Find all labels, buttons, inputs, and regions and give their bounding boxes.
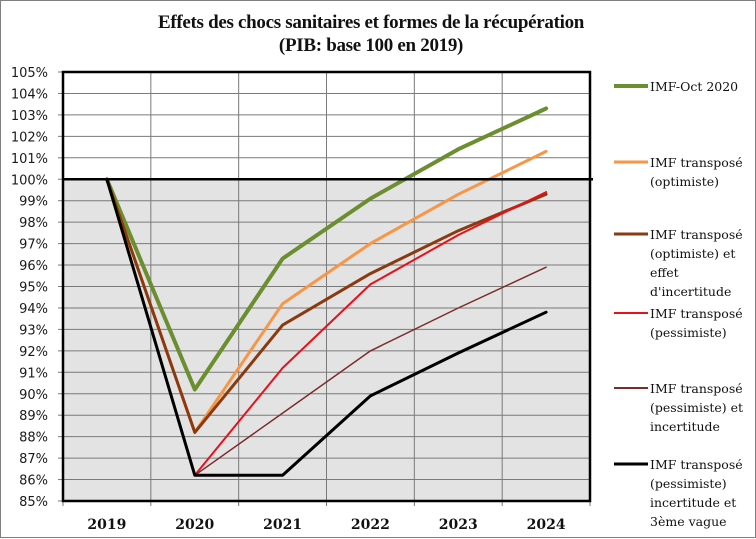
- legend-label: (pessimiste) et: [650, 400, 743, 415]
- plot-border: [61, 70, 593, 503]
- legend-label: d'incertitude: [650, 284, 731, 299]
- y-tick-label: 97%: [19, 238, 48, 253]
- legend-label: incertitude et: [650, 495, 736, 510]
- x-tick-label: 2020: [175, 517, 214, 533]
- legend-label: 3ème vague: [650, 514, 727, 529]
- y-tick-label: 93%: [19, 323, 48, 338]
- chart-subtitle: (PIB: base 100 en 2019): [278, 35, 464, 56]
- y-tick-label: 103%: [11, 109, 48, 124]
- legend-label: (pessimiste): [650, 476, 727, 491]
- legend-label: IMF transposé: [650, 306, 743, 321]
- y-axis: 105% 104% 103% 102% 101% 100% 99% 98% 97% 96% 95% 9…: [11, 66, 63, 510]
- chart-title-line1: Effets des chocs sanitaires et formes de…: [157, 12, 585, 33]
- series-line: [104, 106, 549, 392]
- legend-label: IMF transposé: [650, 381, 743, 396]
- y-tick-label: 101%: [11, 152, 48, 167]
- legend-label: IMF-Oct 2020: [650, 79, 738, 94]
- x-tick-label: 2024: [527, 517, 566, 533]
- y-tick-label: 98%: [19, 216, 48, 231]
- legend-label: IMF transposé: [650, 457, 743, 472]
- series-line: [105, 177, 548, 477]
- y-tick-label: 90%: [19, 388, 48, 403]
- legend-label: IMF transposé: [650, 227, 743, 242]
- legend-label: effet: [650, 265, 679, 280]
- legend-label: (pessimiste): [650, 325, 727, 340]
- y-tick-label: 94%: [19, 302, 48, 317]
- legend-label: (optimiste): [650, 174, 719, 189]
- x-tick-label: 2023: [439, 517, 478, 533]
- y-tick-label: 100%: [11, 173, 48, 188]
- y-tick-label: 87%: [19, 452, 48, 467]
- legend: IMF-Oct 2020 IMF transposé (optimiste) IMF …: [614, 79, 743, 529]
- legend-label: incertitude: [650, 419, 720, 434]
- gridlines: [63, 71, 590, 502]
- y-tick-label: 105%: [11, 66, 48, 81]
- series-line: [105, 177, 548, 434]
- y-tick-label: 88%: [19, 431, 48, 446]
- y-tick-label: 91%: [19, 366, 48, 381]
- x-tick-label: 2022: [351, 517, 390, 533]
- y-tick-label: 85%: [19, 495, 48, 510]
- y-tick-label: 96%: [19, 259, 48, 274]
- x-tick-label: 2021: [263, 517, 302, 533]
- y-tick-label: 95%: [19, 281, 48, 296]
- x-tick-label: 2019: [87, 517, 126, 533]
- y-tick-label: 86%: [19, 474, 48, 489]
- y-tick-label: 99%: [19, 195, 48, 210]
- x-axis: 2019 2020 2021 2022 2023 2024: [62, 501, 591, 533]
- legend-label: IMF transposé: [650, 155, 743, 170]
- plot-outline: [61, 70, 592, 503]
- chart-title: Effets des chocs sanitaires et formes de…: [1, 11, 741, 57]
- y-tick-label: 89%: [19, 409, 48, 424]
- y-tick-label: 92%: [19, 345, 48, 360]
- y-tick-label: 102%: [11, 130, 48, 145]
- y-tick-label: 104%: [11, 87, 48, 102]
- data-series: [104, 106, 549, 477]
- legend-label: (optimiste) et: [650, 246, 735, 261]
